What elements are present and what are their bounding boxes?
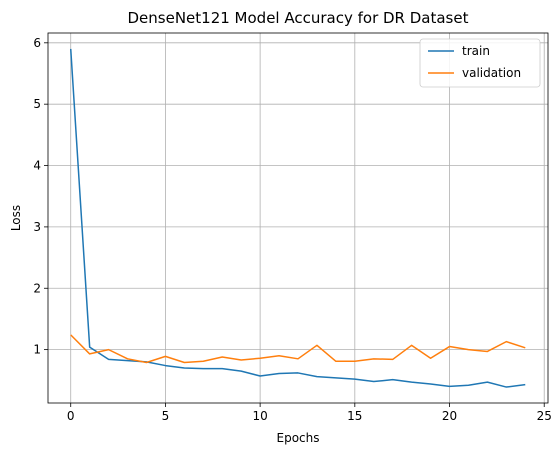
y-tick-label: 4 [33, 159, 41, 173]
series-group [69, 48, 526, 388]
x-tick-label: 5 [162, 409, 170, 423]
grid [48, 33, 548, 403]
x-tick-label: 20 [442, 409, 457, 423]
y-tick-label: 6 [33, 36, 41, 50]
chart-title: DenseNet121 Model Accuracy for DR Datase… [128, 9, 469, 27]
plot-frame [47, 32, 549, 404]
x-tick-label: 10 [252, 409, 267, 423]
legend-label-train: train [462, 44, 490, 58]
y-axis-label: Loss [9, 205, 23, 231]
y-tick-label: 3 [33, 220, 41, 234]
series-line-train [69, 48, 526, 388]
x-tick-label: 25 [537, 409, 552, 423]
y-tick-label: 2 [33, 281, 41, 295]
x-tick-label: 0 [67, 409, 75, 423]
series-line-validation [70, 334, 526, 364]
ticks: 0 5 10 15 20 25 1 2 3 4 5 6 [33, 36, 551, 423]
legend: train validation [419, 38, 541, 88]
y-tick-label: 5 [33, 97, 41, 111]
x-axis-label: Epochs [277, 431, 320, 445]
y-tick-label: 1 [33, 343, 41, 357]
legend-label-validation: validation [462, 66, 521, 80]
x-tick-label: 15 [347, 409, 362, 423]
